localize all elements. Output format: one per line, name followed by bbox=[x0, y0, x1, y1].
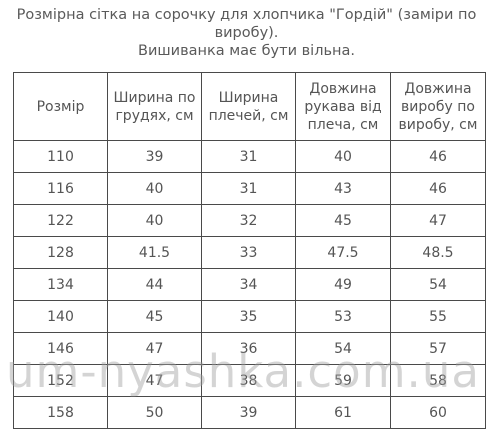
cell-chest-width: 44 bbox=[107, 268, 202, 301]
table-row: 140 45 35 53 55 bbox=[13, 300, 486, 333]
cell-chest-width: 41.5 bbox=[107, 236, 202, 269]
cell-sleeve-length: 47.5 bbox=[295, 236, 391, 269]
cell-sleeve-length: 40 bbox=[295, 140, 391, 173]
page-title: Розмірна сітка на сорочку для хлопчика "… bbox=[0, 6, 493, 60]
title-line-3: Вишиванка має бути вільна. bbox=[138, 43, 355, 59]
cell-garment-length: 47 bbox=[390, 204, 486, 237]
title-line-1: Розмірна сітка на сорочку для хлопчика "… bbox=[16, 7, 477, 23]
cell-shoulder-width: 33 bbox=[201, 236, 296, 269]
cell-sleeve-length: 59 bbox=[295, 364, 391, 397]
header-shoulder-width: Ширина плечей, см bbox=[201, 72, 296, 141]
cell-size: 128 bbox=[13, 236, 108, 269]
cell-garment-length: 48.5 bbox=[390, 236, 486, 269]
table-row: 152 47 38 59 58 bbox=[13, 364, 486, 397]
cell-shoulder-width: 32 bbox=[201, 204, 296, 237]
cell-sleeve-length: 61 bbox=[295, 396, 391, 429]
table-row: 134 44 34 49 54 bbox=[13, 268, 486, 301]
table-body: 110 39 31 40 46 116 40 31 43 46 122 40 32 45 47 128 41.5… bbox=[13, 140, 486, 429]
header-chest-width: Ширина по грудях, см bbox=[107, 72, 202, 141]
cell-garment-length: 55 bbox=[390, 300, 486, 333]
cell-garment-length: 58 bbox=[390, 364, 486, 397]
table-row: 116 40 31 43 46 bbox=[13, 172, 486, 205]
cell-sleeve-length: 49 bbox=[295, 268, 391, 301]
cell-chest-width: 40 bbox=[107, 172, 202, 205]
cell-shoulder-width: 35 bbox=[201, 300, 296, 333]
table-row: 146 47 36 54 57 bbox=[13, 332, 486, 365]
table-row: 122 40 32 45 47 bbox=[13, 204, 486, 237]
cell-shoulder-width: 38 bbox=[201, 364, 296, 397]
table-row: 158 50 39 61 60 bbox=[13, 396, 486, 429]
cell-size: 110 bbox=[13, 140, 108, 173]
header-sleeve-length: Довжина рукава від плеча, см bbox=[295, 72, 391, 141]
cell-garment-length: 54 bbox=[390, 268, 486, 301]
header-garment-length: Довжина виробу по виробу, см bbox=[390, 72, 486, 141]
table-row: 128 41.5 33 47.5 48.5 bbox=[13, 236, 486, 269]
cell-garment-length: 57 bbox=[390, 332, 486, 365]
cell-chest-width: 39 bbox=[107, 140, 202, 173]
cell-shoulder-width: 34 bbox=[201, 268, 296, 301]
cell-chest-width: 47 bbox=[107, 364, 202, 397]
table-header-row: Розмір Ширина по грудях, см Ширина плече… bbox=[13, 72, 486, 141]
cell-chest-width: 47 bbox=[107, 332, 202, 365]
header-size: Розмір bbox=[13, 72, 108, 141]
cell-size: 134 bbox=[13, 268, 108, 301]
cell-size: 122 bbox=[13, 204, 108, 237]
cell-size: 140 bbox=[13, 300, 108, 333]
cell-size: 116 bbox=[13, 172, 108, 205]
cell-size: 146 bbox=[13, 332, 108, 365]
cell-shoulder-width: 31 bbox=[201, 172, 296, 205]
cell-size: 152 bbox=[13, 364, 108, 397]
cell-garment-length: 46 bbox=[390, 140, 486, 173]
cell-garment-length: 46 bbox=[390, 172, 486, 205]
table-row: 110 39 31 40 46 bbox=[13, 140, 486, 173]
cell-sleeve-length: 54 bbox=[295, 332, 391, 365]
cell-chest-width: 50 bbox=[107, 396, 202, 429]
cell-garment-length: 60 bbox=[390, 396, 486, 429]
cell-chest-width: 45 bbox=[107, 300, 202, 333]
cell-shoulder-width: 31 bbox=[201, 140, 296, 173]
cell-sleeve-length: 43 bbox=[295, 172, 391, 205]
cell-chest-width: 40 bbox=[107, 204, 202, 237]
cell-shoulder-width: 39 bbox=[201, 396, 296, 429]
cell-size: 158 bbox=[13, 396, 108, 429]
cell-sleeve-length: 45 bbox=[295, 204, 391, 237]
title-line-2: виробу). bbox=[214, 25, 279, 41]
cell-sleeve-length: 53 bbox=[295, 300, 391, 333]
cell-shoulder-width: 36 bbox=[201, 332, 296, 365]
size-chart-table: Розмір Ширина по грудях, см Ширина плече… bbox=[13, 72, 486, 429]
